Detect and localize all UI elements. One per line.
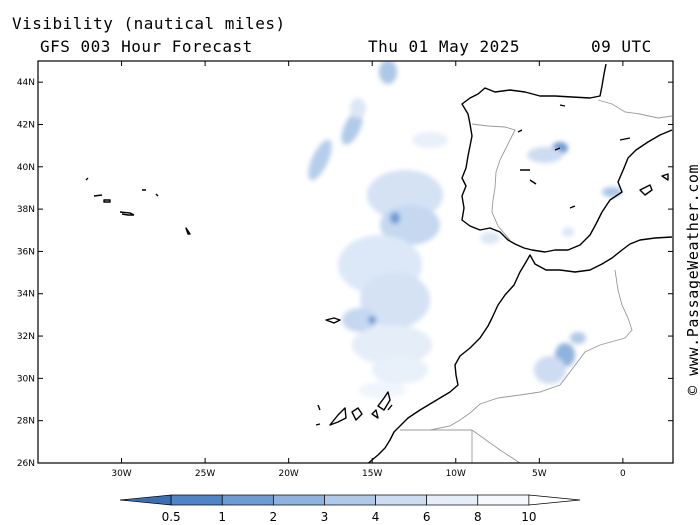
canary-islands xyxy=(315,391,393,426)
lon-tick-label: 10W xyxy=(446,469,466,479)
fog-patch xyxy=(390,212,400,224)
azores xyxy=(85,177,191,235)
country-borders xyxy=(400,99,673,463)
colorbar-label: 0.5 xyxy=(162,510,181,524)
fog-patch xyxy=(562,227,574,237)
fog-patch xyxy=(534,356,566,384)
colorbar-swatch xyxy=(324,494,376,506)
lat-tick-label: 44N xyxy=(17,78,35,88)
forecast-time: 09 UTC xyxy=(591,37,652,56)
lon-tick-label: 30W xyxy=(111,469,131,479)
fog-patch xyxy=(602,187,622,197)
fog-patch xyxy=(358,382,406,398)
fog-patch xyxy=(350,98,366,118)
lat-tick-label: 28N xyxy=(17,417,35,427)
colorbar-label: 2 xyxy=(270,510,278,524)
colorbar-swatch xyxy=(528,494,581,506)
colorbar-swatch xyxy=(221,494,274,506)
fog-patch xyxy=(527,147,563,163)
colorbar-label: 6 xyxy=(423,510,431,524)
africa-coast xyxy=(367,236,673,463)
colorbar-label: 3 xyxy=(321,510,329,524)
colorbar-label: 10 xyxy=(521,510,536,524)
axis-ticks: 44N 42N 40N 38N 36N 34N 32N 30N 28N 26N 30W 25W 20W 1… xyxy=(17,61,673,479)
fog-patch xyxy=(352,325,432,365)
fog-patch xyxy=(570,332,586,344)
fog-patch xyxy=(372,356,428,384)
lat-tick-label: 32N xyxy=(17,332,35,342)
colorbar-swatch xyxy=(272,494,325,506)
lat-tick-label: 38N xyxy=(17,205,35,215)
colorbar-swatch xyxy=(426,494,479,506)
forecast-subtitle: GFS 003 Hour Forecast xyxy=(40,37,253,56)
menorca-mallorca xyxy=(639,173,669,196)
visibility-field xyxy=(308,61,622,398)
iberia-coast xyxy=(461,63,673,253)
coastlines xyxy=(85,63,673,463)
fog-patch xyxy=(368,316,376,324)
fog-patch xyxy=(360,272,430,328)
colorbar-swatch xyxy=(477,494,530,506)
fog-patch xyxy=(412,132,448,148)
lat-tick-label: 42N xyxy=(17,120,35,130)
colorbar-label: 1 xyxy=(218,510,226,524)
fog-patch xyxy=(308,139,332,181)
portugal-reservoirs xyxy=(517,104,631,209)
forecast-date: Thu 01 May 2025 xyxy=(368,37,520,56)
lat-tick-label: 30N xyxy=(17,374,35,384)
lon-tick-label: 5W xyxy=(532,469,547,479)
colorbar: 0.5 1 2 3 4 6 8 10 xyxy=(119,494,581,524)
lon-tick-label: 0 xyxy=(620,469,626,479)
colorbar-label: 4 xyxy=(372,510,380,524)
map-frame xyxy=(37,60,674,464)
fog-patch xyxy=(379,61,397,84)
fog-patch xyxy=(480,232,500,244)
lat-tick-label: 40N xyxy=(17,163,35,173)
colorbar-swatch xyxy=(170,494,223,506)
lon-tick-label: 15W xyxy=(362,469,382,479)
map-title: Visibility (nautical miles) xyxy=(12,14,286,33)
lat-tick-label: 34N xyxy=(17,290,35,300)
colorbar-swatch xyxy=(119,494,172,506)
fog-patch xyxy=(341,111,363,145)
colorbar-swatch xyxy=(375,494,428,506)
colorbar-label: 8 xyxy=(474,510,482,524)
madeira xyxy=(325,317,341,324)
lon-tick-label: 25W xyxy=(195,469,215,479)
lat-tick-label: 36N xyxy=(17,247,35,257)
lat-tick-label: 26N xyxy=(17,459,35,469)
lon-tick-label: 20W xyxy=(278,469,298,479)
fog-patch xyxy=(342,308,378,332)
